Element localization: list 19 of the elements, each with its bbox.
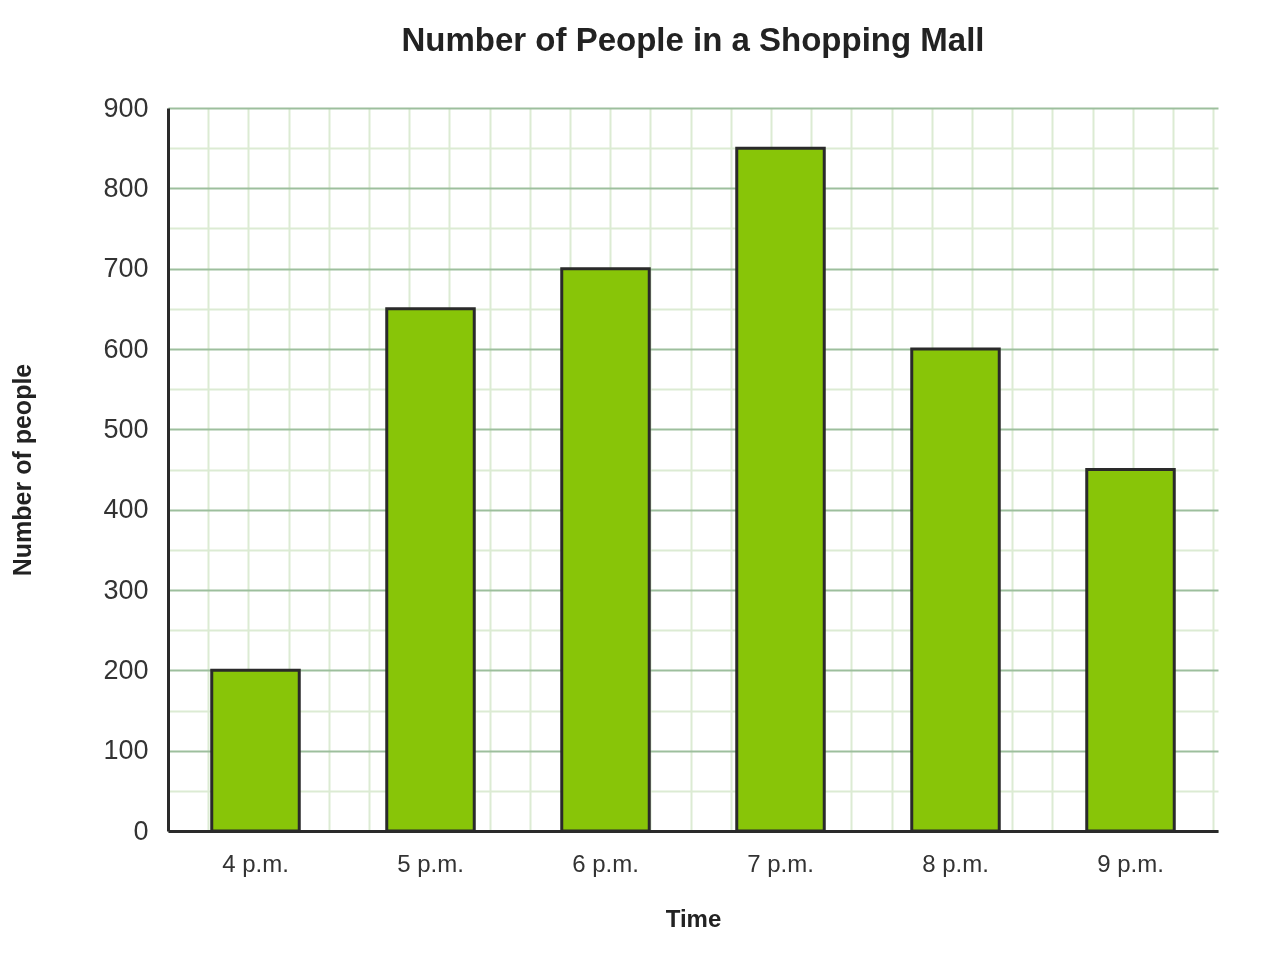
y-tick-label: 100 bbox=[103, 735, 149, 766]
y-tick-label: 900 bbox=[103, 92, 149, 123]
x-tick-label: 7 p.m. bbox=[747, 849, 814, 877]
y-tick-label: 800 bbox=[103, 172, 149, 203]
x-tick-label: 5 p.m. bbox=[397, 849, 464, 877]
x-tick-label: 8 p.m. bbox=[922, 849, 989, 877]
x-tick-label: 6 p.m. bbox=[572, 849, 639, 877]
y-tick-label: 0 bbox=[133, 815, 149, 846]
y-tick-label: 600 bbox=[103, 333, 149, 364]
x-tick-label: 9 p.m. bbox=[1097, 849, 1164, 877]
y-tick-label: 400 bbox=[103, 494, 149, 525]
x-tick-label: 4 p.m. bbox=[222, 849, 289, 877]
y-tick-label: 500 bbox=[103, 413, 149, 444]
y-tick-label: 300 bbox=[103, 574, 149, 605]
y-tick-label: 200 bbox=[103, 654, 149, 685]
x-axis-title: Time bbox=[665, 904, 722, 932]
y-axis-title: Number of people bbox=[8, 363, 37, 577]
y-tick-label: 700 bbox=[103, 253, 149, 284]
chart-title: Number of People in a Shopping Mall bbox=[401, 21, 985, 58]
